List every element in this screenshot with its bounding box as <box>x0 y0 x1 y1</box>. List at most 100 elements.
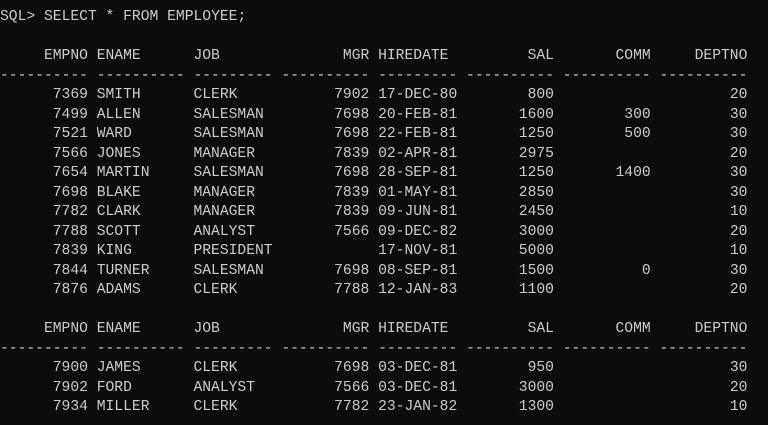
table-row: 7521 WARD SALESMAN 7698 22-FEB-81 1250 500 30 <box>0 125 756 145</box>
separator: ---------- <box>659 67 748 84</box>
cell-job: MANAGER <box>193 204 256 220</box>
cell-deptno: 10 <box>729 204 748 220</box>
cell-hiredate: 02-APR-81 <box>378 145 458 162</box>
cell-empno: 7369 <box>52 87 88 103</box>
separator: ---------- <box>96 67 185 84</box>
cell-empno: 7566 <box>52 145 88 162</box>
cell-ename: ADAMS <box>96 282 141 298</box>
cell-hiredate: 03-DEC-81 <box>378 360 458 376</box>
cell-deptno: 20 <box>729 223 748 240</box>
separator: ---------- <box>0 67 88 84</box>
cell-deptno: 30 <box>729 106 748 123</box>
cell-sal: 1250 <box>518 165 554 181</box>
cell-sal: 1250 <box>518 126 554 142</box>
separator-row: ---------- ---------- --------- ---------- -… <box>0 67 756 87</box>
cell-job: ANALYST <box>193 223 256 240</box>
table-row: 7566 JONES MANAGER 7839 02-APR-81 2975 20 <box>0 145 756 165</box>
separator: ---------- <box>562 67 651 84</box>
separator: --------- <box>378 67 458 84</box>
cell-hiredate: 09-JUN-81 <box>378 204 458 220</box>
cell-comm: 300 <box>624 106 651 123</box>
column-header-deptno: DEPTNO <box>694 321 748 337</box>
cell-sal: 800 <box>527 87 554 103</box>
cell-job: CLERK <box>193 360 238 376</box>
column-header-hiredate: HIREDATE <box>378 48 449 64</box>
column-header-row: EMPNO ENAME JOB MGR HIREDATE SAL COMM DEPTNO <box>0 47 756 67</box>
blank-line <box>0 301 756 321</box>
separator: ---------- <box>659 340 748 357</box>
cell-mgr: 7782 <box>334 399 370 415</box>
cell-job: ANALYST <box>193 379 256 396</box>
column-header-empno: EMPNO <box>43 321 88 337</box>
cell-comm: 1400 <box>615 165 651 181</box>
cell-job: CLERK <box>193 399 238 415</box>
cell-mgr: 7839 <box>334 204 370 220</box>
cell-empno: 7499 <box>52 106 88 123</box>
cell-mgr: 7566 <box>334 223 370 240</box>
cell-ename: ALLEN <box>96 106 141 123</box>
cell-sal: 2975 <box>518 145 554 162</box>
cell-sal: 1100 <box>518 282 554 298</box>
cell-empno: 7900 <box>52 360 88 376</box>
cell-ename: MILLER <box>96 399 150 415</box>
table-row: 7499 ALLEN SALESMAN 7698 20-FEB-81 1600 300 30 <box>0 106 756 126</box>
table-row: 7900 JAMES CLERK 7698 03-DEC-81 950 30 <box>0 359 756 379</box>
table-row: 7844 TURNER SALESMAN 7698 08-SEP-81 1500 0 30 <box>0 262 756 282</box>
cell-sal: 3000 <box>518 223 554 240</box>
cell-sal: 3000 <box>518 379 554 396</box>
cell-job: MANAGER <box>193 145 256 162</box>
cell-empno: 7521 <box>52 126 88 142</box>
cell-deptno: 30 <box>729 262 748 279</box>
cell-empno: 7844 <box>52 262 88 279</box>
separator: --------- <box>193 67 273 84</box>
cell-ename: TURNER <box>96 262 150 279</box>
separator: ---------- <box>0 340 88 357</box>
cell-mgr: 7839 <box>334 145 370 162</box>
cell-ename: KING <box>96 243 132 259</box>
cell-empno: 7902 <box>52 379 88 396</box>
cell-mgr: 7902 <box>334 87 370 103</box>
cell-job: SALESMAN <box>193 126 264 142</box>
cell-mgr: 7698 <box>334 126 370 142</box>
cell-job: SALESMAN <box>193 262 264 279</box>
separator: ---------- <box>466 67 554 84</box>
separator: --------- <box>378 340 458 357</box>
column-header-ename: ENAME <box>96 321 141 337</box>
column-header-comm: COMM <box>615 48 651 64</box>
cell-ename: JONES <box>96 145 141 162</box>
column-header-ename: ENAME <box>96 48 141 64</box>
cell-job: SALESMAN <box>193 165 264 181</box>
cell-hiredate: 17-DEC-80 <box>378 87 458 103</box>
cell-ename: SCOTT <box>96 223 141 240</box>
cell-empno: 7782 <box>52 204 88 220</box>
cell-deptno: 20 <box>729 145 748 162</box>
cell-ename: BLAKE <box>96 184 141 201</box>
cell-ename: FORD <box>96 379 132 396</box>
column-header-comm: COMM <box>615 321 651 337</box>
cell-hiredate: 09-DEC-82 <box>378 223 458 240</box>
cell-deptno: 20 <box>729 379 748 396</box>
separator: ---------- <box>281 67 370 84</box>
cell-empno: 7698 <box>52 184 88 201</box>
cell-sal: 2850 <box>518 184 554 201</box>
table-row: 7839 KING PRESIDENT 17-NOV-81 5000 10 <box>0 242 756 262</box>
cell-ename: CLARK <box>96 204 141 220</box>
separator: ---------- <box>466 340 554 357</box>
table-row: 7788 SCOTT ANALYST 7566 09-DEC-82 3000 20 <box>0 223 756 243</box>
cell-comm: 500 <box>624 126 651 142</box>
cell-ename: MARTIN <box>96 165 150 181</box>
column-header-row: EMPNO ENAME JOB MGR HIREDATE SAL COMM DEPTNO <box>0 320 756 340</box>
table-row: 7934 MILLER CLERK 7782 23-JAN-82 1300 10 <box>0 398 756 418</box>
column-header-deptno: DEPTNO <box>694 48 748 64</box>
table-row: 7654 MARTIN SALESMAN 7698 28-SEP-81 1250 1400 3… <box>0 164 756 184</box>
cell-empno: 7654 <box>52 165 88 181</box>
cell-deptno: 20 <box>729 282 748 298</box>
cell-sal: 5000 <box>518 243 554 259</box>
cell-hiredate: 03-DEC-81 <box>378 379 458 396</box>
cell-empno: 7788 <box>52 223 88 240</box>
table-row: 7369 SMITH CLERK 7902 17-DEC-80 800 20 <box>0 86 756 106</box>
cell-empno: 7876 <box>52 282 88 298</box>
cell-hiredate: 12-JAN-83 <box>378 282 458 298</box>
cell-empno: 7934 <box>52 399 88 415</box>
cell-hiredate: 01-MAY-81 <box>378 184 458 201</box>
